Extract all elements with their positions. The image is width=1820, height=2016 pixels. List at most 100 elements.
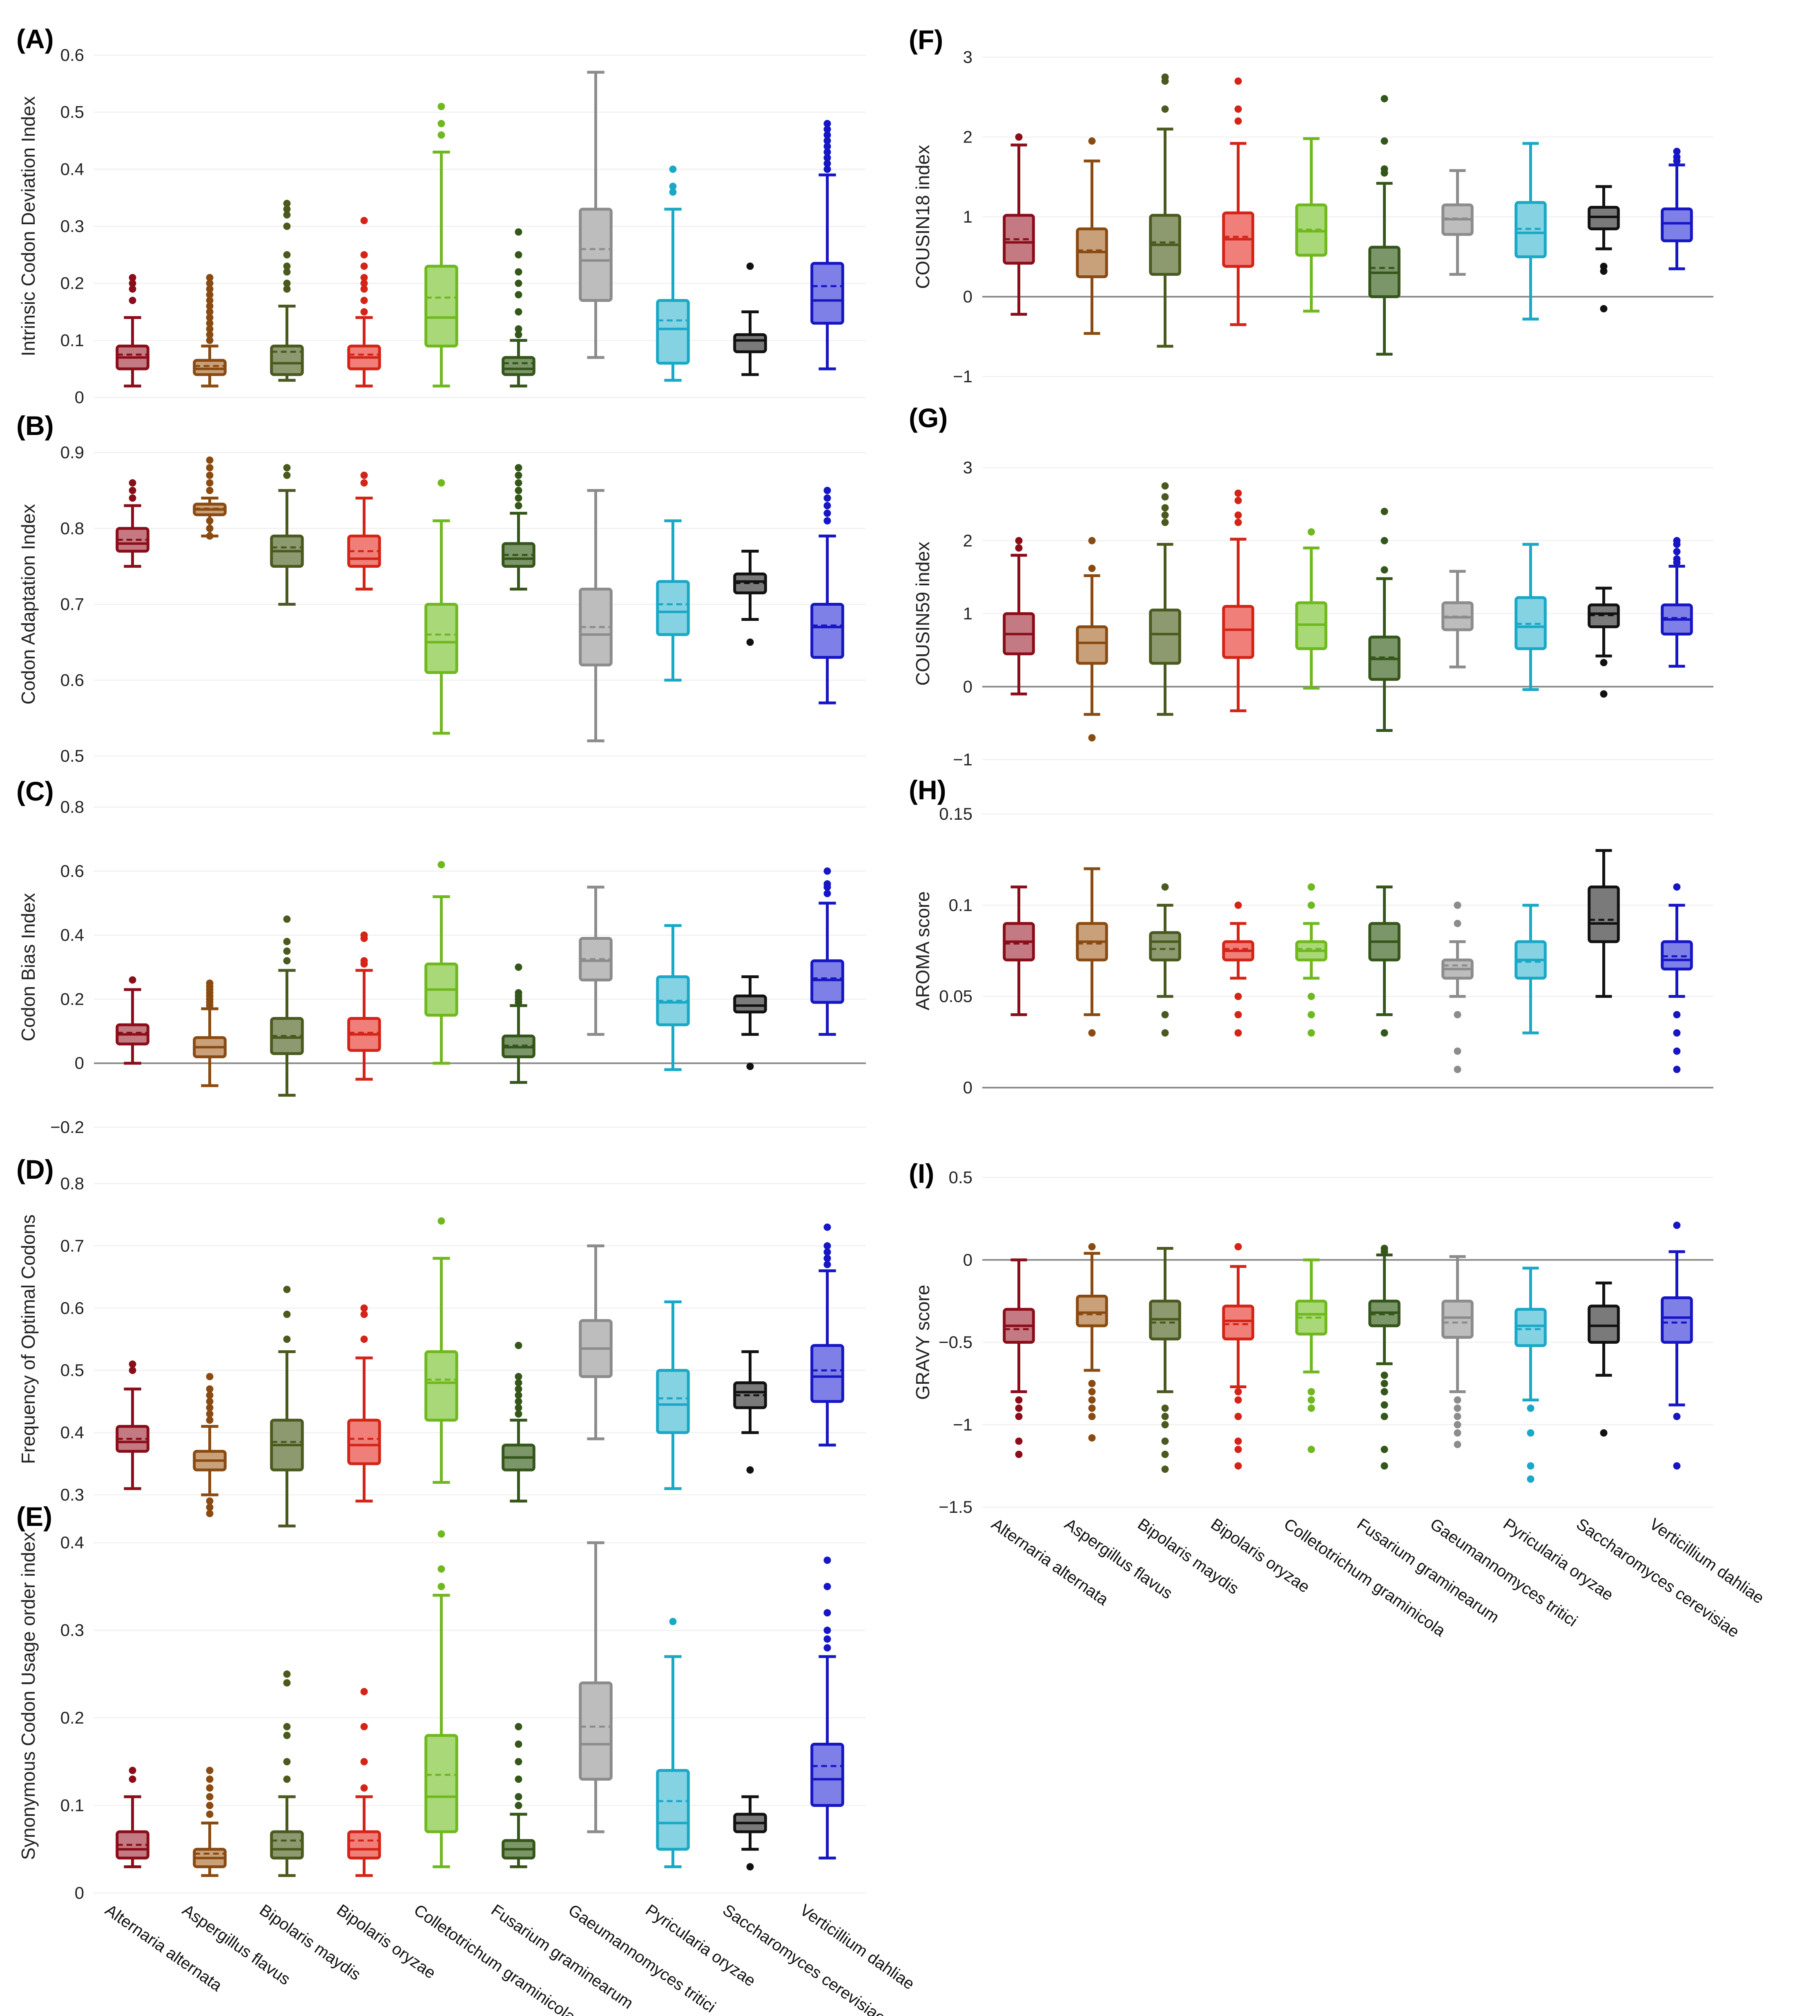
outlier-point (360, 262, 368, 270)
outlier-point (515, 251, 522, 259)
box-1 (116, 479, 149, 568)
outlier-point (1234, 992, 1242, 1000)
box-2 (193, 274, 227, 388)
outlier-point (283, 957, 291, 965)
panel-letter: (G) (909, 403, 948, 433)
outlier-point (360, 479, 368, 487)
outlier-point (360, 1758, 368, 1766)
y-tick-label: 0.6 (60, 1298, 84, 1318)
outlier-point (283, 1679, 291, 1687)
outlier-point (1307, 1404, 1315, 1412)
y-tick-label: 0.4 (60, 1423, 84, 1442)
outlier-point (1015, 133, 1023, 141)
box-5 (424, 1217, 458, 1484)
outlier-point (283, 1336, 291, 1343)
panel-letter: (F) (909, 25, 943, 55)
outlier-point (1234, 1029, 1242, 1037)
box-2 (1076, 867, 1108, 1037)
y-tick-label: 0.2 (60, 989, 84, 1008)
outlier-point (360, 285, 368, 293)
y-tick-label: 3 (963, 458, 972, 477)
box-7 (579, 885, 613, 1036)
outlier-point (1088, 1380, 1096, 1387)
outlier-point (360, 251, 368, 259)
outlier-point (360, 297, 368, 304)
outlier-point (1381, 1388, 1388, 1396)
outlier-point (1673, 1029, 1681, 1037)
outlier-point (1015, 1404, 1023, 1412)
outlier-point (1088, 137, 1096, 145)
panel-c: (C) −0.2 0 0.2 0.4 0.6 0.8 Codon Bias Index (16, 776, 866, 1137)
box-9 (1588, 1281, 1620, 1437)
panel-f: (F) −1 0 1 2 3 COUSIN18 index (909, 25, 1713, 386)
outlier-point (1381, 1401, 1388, 1409)
y-tick-label: 0.8 (60, 519, 84, 538)
outlier-point (1454, 1441, 1461, 1448)
y-tick-label: 0.15 (939, 804, 972, 823)
box-1 (1003, 1258, 1035, 1458)
outlier-point (823, 1223, 831, 1231)
y-tick-label: −0.5 (939, 1333, 972, 1352)
y-tick-label: −1 (953, 367, 972, 386)
outlier-point (823, 1254, 831, 1262)
panel-g: (G) −1 0 1 2 3 COUSIN59 index (909, 403, 1713, 769)
outlier-point (1234, 105, 1242, 113)
y-tick-label: 0.2 (60, 1708, 84, 1727)
outlier-point (1161, 1029, 1169, 1037)
outlier-point (1600, 1429, 1608, 1437)
category-label: Gaeumannomyces tritici (565, 1901, 719, 2016)
outlier-point (1015, 1413, 1023, 1421)
outlier-point (1161, 1465, 1169, 1473)
box-4 (1222, 1243, 1254, 1470)
box-7 (1441, 570, 1474, 669)
box-6 (502, 1723, 535, 1869)
outlier-point (206, 331, 214, 339)
y-tick-label: 0.7 (60, 1236, 84, 1255)
box-1 (1003, 885, 1035, 1016)
y-axis-label: Synonymous Codon Usage order index (18, 1532, 39, 1860)
outlier-point (1088, 1413, 1096, 1421)
y-tick-label: −1 (953, 1415, 972, 1434)
y-tick-label: 0.6 (60, 45, 84, 65)
box-7 (579, 1244, 613, 1441)
outlier-point (1307, 1396, 1315, 1404)
box-iqr (1149, 609, 1181, 665)
box-6 (1368, 1244, 1401, 1470)
outlier-point (669, 183, 677, 190)
outlier-point (206, 1416, 214, 1424)
outlier-point (129, 1775, 136, 1783)
box-4 (347, 217, 381, 388)
outlier-point (1600, 659, 1608, 667)
outlier-point (206, 532, 214, 540)
outlier-point (360, 1723, 368, 1731)
y-axis-label: COUSIN59 index (912, 542, 933, 686)
outlier-point (360, 931, 368, 939)
panel-letter: (B) (16, 410, 54, 441)
outlier-point (1600, 305, 1608, 312)
box-10 (1661, 883, 1693, 1073)
outlier-point (437, 861, 445, 869)
outlier-point (360, 217, 368, 225)
outlier-point (823, 131, 831, 139)
box-8 (656, 1618, 690, 1869)
box-2 (193, 979, 227, 1087)
box-iqr (656, 299, 690, 365)
outlier-point (1454, 1413, 1461, 1421)
box-iqr (424, 1350, 458, 1422)
outlier-point (1088, 734, 1096, 742)
outlier-point (669, 1618, 677, 1626)
outlier-point (1161, 519, 1169, 526)
box-3 (270, 915, 304, 1097)
box-iqr (1441, 1300, 1474, 1339)
outlier-point (283, 915, 291, 923)
outlier-point (206, 314, 214, 321)
box-iqr (347, 1830, 381, 1860)
category-label: Fusarium graminearum (1354, 1515, 1502, 1626)
box-iqr (1222, 605, 1254, 659)
outlier-point (283, 947, 291, 955)
outlier-point (515, 494, 522, 502)
box-10 (810, 120, 844, 370)
outlier-point (823, 517, 831, 525)
outlier-point (206, 291, 214, 299)
outlier-point (206, 1811, 214, 1818)
